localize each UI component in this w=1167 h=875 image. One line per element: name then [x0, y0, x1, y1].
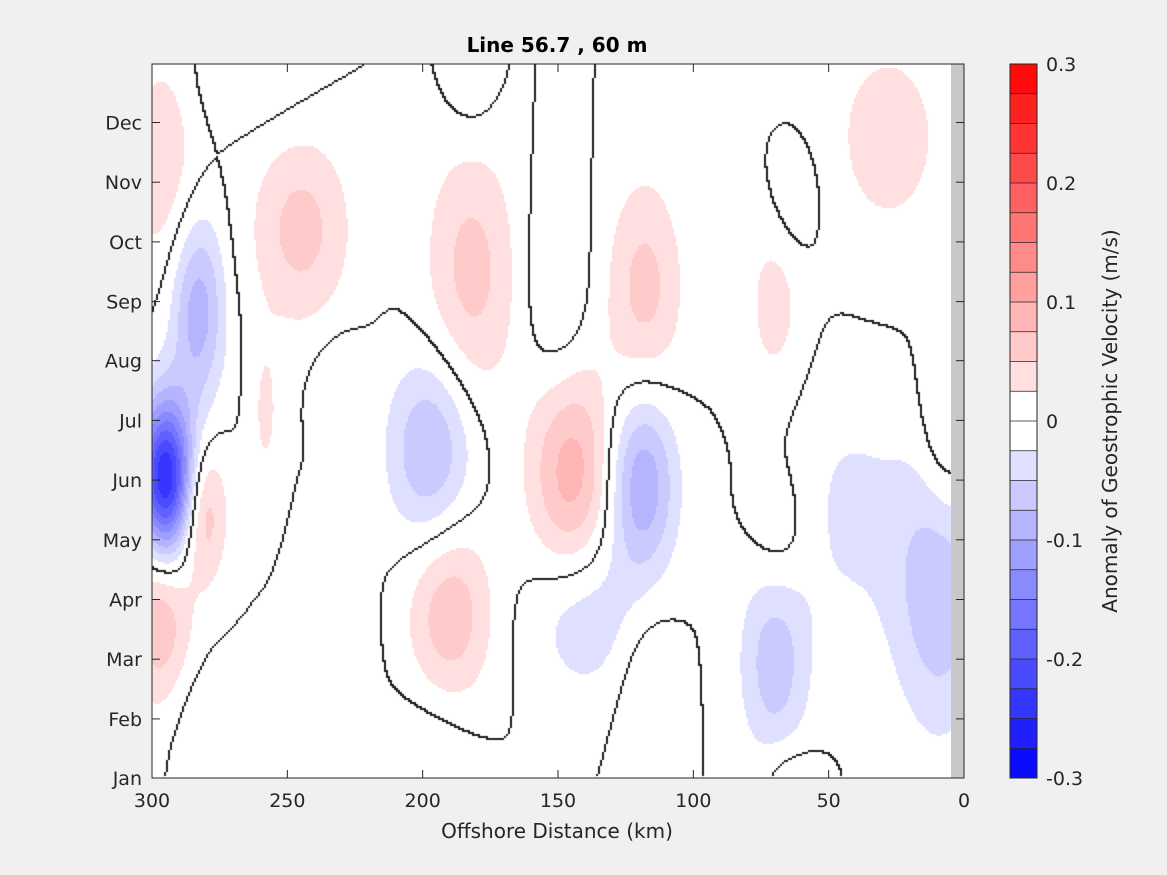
colorbar-tick-label: -0.2	[1046, 649, 1083, 671]
colorbar-swatch	[1010, 331, 1037, 362]
colorbar-swatch	[1010, 659, 1037, 690]
y-tick-label: Jul	[118, 410, 142, 432]
colorbar-swatch	[1010, 599, 1037, 630]
colorbar-swatch	[1010, 361, 1037, 392]
colorbar-tick-label: 0.3	[1046, 54, 1076, 76]
colorbar-swatch	[1010, 212, 1037, 243]
colorbar-swatches	[1010, 63, 1037, 779]
colorbar-swatch	[1010, 153, 1037, 184]
x-axis: 300 250 200 150 100 50 0	[134, 64, 970, 812]
colorbar-ticks: 0.3 0.2 0.1 0 -0.1 -0.2 -0.3	[1046, 54, 1083, 790]
x-tick-label: 250	[269, 790, 305, 812]
colorbar-tick-label: -0.3	[1046, 768, 1083, 790]
colorbar-swatch	[1010, 302, 1037, 333]
colorbar-frame	[1009, 63, 1038, 779]
colorbar-tick-label: 0.2	[1046, 173, 1076, 195]
colorbar-swatch	[1010, 421, 1037, 452]
x-tick-label: 50	[817, 790, 841, 812]
y-axis: Jan Feb Mar Apr May Jun Jul Aug Sep Oct Nov Dec	[103, 112, 964, 790]
y-tick-label: Nov	[105, 172, 142, 194]
y-tick-label: Sep	[106, 292, 142, 314]
colorbar-swatch	[1010, 242, 1037, 273]
colorbar-swatch	[1010, 540, 1037, 571]
colorbar-swatch	[1010, 688, 1037, 719]
colorbar-swatch	[1010, 510, 1037, 541]
y-tick-label: Dec	[105, 112, 142, 134]
y-tick-label: Jan	[112, 768, 142, 790]
colorbar-swatch	[1010, 272, 1037, 303]
colorbar-tick-label: -0.1	[1046, 530, 1083, 552]
x-axis-label: Offshore Distance (km)	[441, 819, 673, 843]
y-tick-label: Jun	[111, 470, 142, 492]
colorbar-swatch	[1010, 183, 1037, 214]
colorbar-swatch	[1010, 93, 1037, 124]
colorbar-swatch	[1010, 629, 1037, 660]
y-tick-label: May	[103, 530, 142, 552]
y-tick-label: Aug	[105, 351, 142, 373]
colorbar-tick-label: 0.1	[1046, 292, 1076, 314]
colorbar-swatch	[1010, 391, 1037, 422]
y-tick-label: Mar	[106, 649, 142, 671]
colorbar-swatch	[1010, 480, 1037, 511]
colorbar-swatch	[1010, 569, 1037, 600]
colorbar-tick-label: 0	[1046, 411, 1058, 433]
x-tick-label: 200	[405, 790, 441, 812]
chart-title: Line 56.7 , 60 m	[467, 33, 648, 57]
plot-area	[151, 63, 965, 779]
x-tick-label: 0	[958, 790, 970, 812]
x-tick-label: 100	[675, 790, 711, 812]
colorbar-label: Anomaly of Geostrophic Velocity (m/s)	[1098, 229, 1122, 612]
colorbar-swatch	[1010, 748, 1037, 779]
x-tick-label: 300	[134, 790, 170, 812]
y-tick-label: Oct	[109, 232, 142, 254]
x-tick-label: 150	[540, 790, 576, 812]
y-tick-label: Apr	[109, 590, 142, 612]
colorbar-swatch	[1010, 64, 1037, 95]
anomaly-field	[152, 64, 964, 778]
masked-coastal-strip	[951, 64, 964, 778]
y-tick-label: Feb	[108, 709, 142, 731]
colorbar: 0.3 0.2 0.1 0 -0.1 -0.2 -0.3 Anomaly of Geostr…	[1009, 54, 1122, 790]
colorbar-swatch	[1010, 718, 1037, 749]
colorbar-swatch	[1010, 123, 1037, 154]
colorbar-swatch	[1010, 450, 1037, 481]
